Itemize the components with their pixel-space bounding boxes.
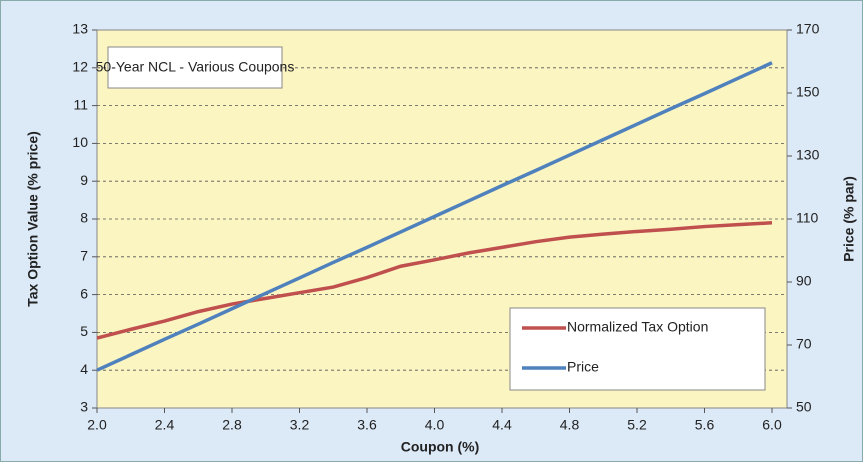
- y-tick-label: 13: [72, 21, 88, 37]
- line-series: [96, 221, 773, 340]
- y2-tick-label: 170: [796, 21, 820, 37]
- title-box: [107, 46, 283, 89]
- x-tick-label: 5.2: [627, 417, 647, 433]
- y-tick-label: 10: [72, 134, 88, 150]
- y2-tick-label: 70: [796, 336, 812, 352]
- x-tick-label: 4.4: [492, 417, 512, 433]
- legend-label: Normalized Tax Option: [567, 319, 708, 335]
- y-tick-label: 5: [80, 323, 88, 339]
- y-axis-title: Tax Option Value (% price): [25, 131, 41, 307]
- y-tick-label: 7: [80, 248, 88, 264]
- y-tick-label: 6: [80, 285, 88, 301]
- x-axis-title: Coupon (%): [401, 439, 480, 455]
- y2-axis-title: Price (% par): [841, 176, 857, 262]
- y-tick-label: 3: [80, 399, 88, 415]
- y-tick-label: 8: [80, 210, 88, 226]
- x-tick-label: 4.0: [425, 417, 445, 433]
- y-tick-label: 4: [80, 361, 88, 377]
- x-tick-label: 6.0: [762, 417, 782, 433]
- y-tick-label: 9: [80, 172, 88, 188]
- x-tick-label: 3.6: [357, 417, 377, 433]
- chart-title: 50-Year NCL - Various Coupons: [96, 59, 295, 75]
- y2-tick-label: 50: [796, 399, 812, 415]
- legend-box: [509, 307, 766, 391]
- x-tick-label: 2.0: [87, 417, 107, 433]
- y2-tick-label: 90: [796, 273, 812, 289]
- x-tick-label: 5.6: [695, 417, 715, 433]
- y-tick-label: 12: [72, 59, 88, 75]
- line-series: [96, 61, 773, 372]
- x-tick-label: 4.8: [560, 417, 580, 433]
- y2-tick-label: 130: [796, 147, 820, 163]
- y2-tick-label: 150: [796, 84, 820, 100]
- y2-tick-label: 110: [796, 210, 819, 226]
- y-tick-label: 11: [73, 96, 88, 112]
- x-tick-label: 3.2: [290, 417, 310, 433]
- legend-label: Price: [567, 359, 599, 375]
- x-tick-label: 2.4: [155, 417, 175, 433]
- x-tick-label: 2.8: [222, 417, 242, 433]
